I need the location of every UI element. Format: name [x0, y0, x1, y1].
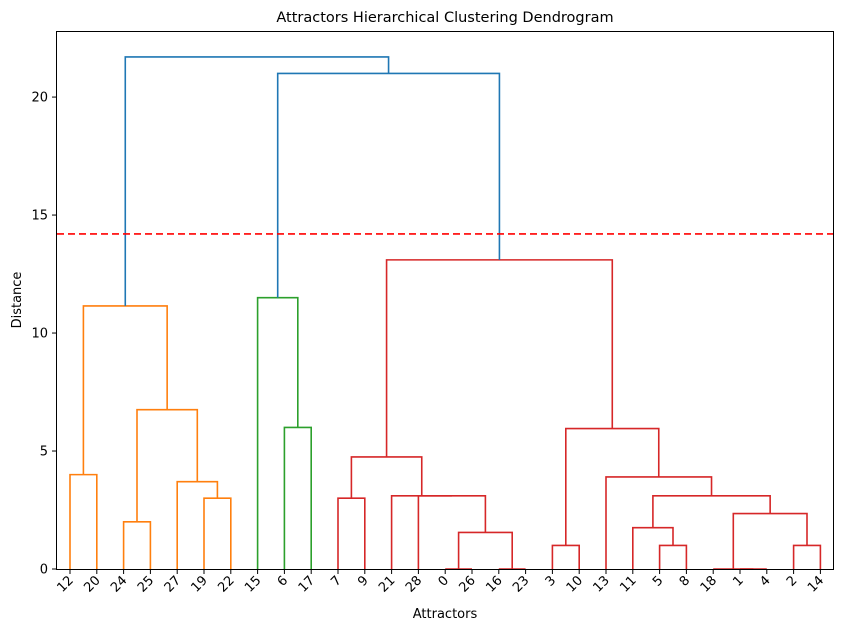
y-axis-label: Distance: [10, 272, 25, 329]
y-axis: 0 5 10 15 20: [31, 91, 57, 578]
y-tick-label: 15: [31, 209, 48, 224]
x-axis: 12 20 24 25 27 19 22 15 6 17 7 9 21 28 0 26 16 23 3 10 13 11 5…: [55, 569, 827, 596]
chart-title: Attractors Hierarchical Clustering Dendr…: [276, 10, 613, 26]
y-tick-label: 0: [40, 563, 48, 578]
y-tick-label: 20: [31, 91, 48, 106]
dendrogram-link: [390, 495, 452, 569]
y-tick-label: 5: [40, 445, 48, 460]
x-axis-label: Attractors: [413, 607, 478, 622]
dendrogram-links: [69, 56, 822, 570]
y-tick-label: 10: [31, 327, 48, 342]
dendrogram-link: [124, 56, 390, 306]
